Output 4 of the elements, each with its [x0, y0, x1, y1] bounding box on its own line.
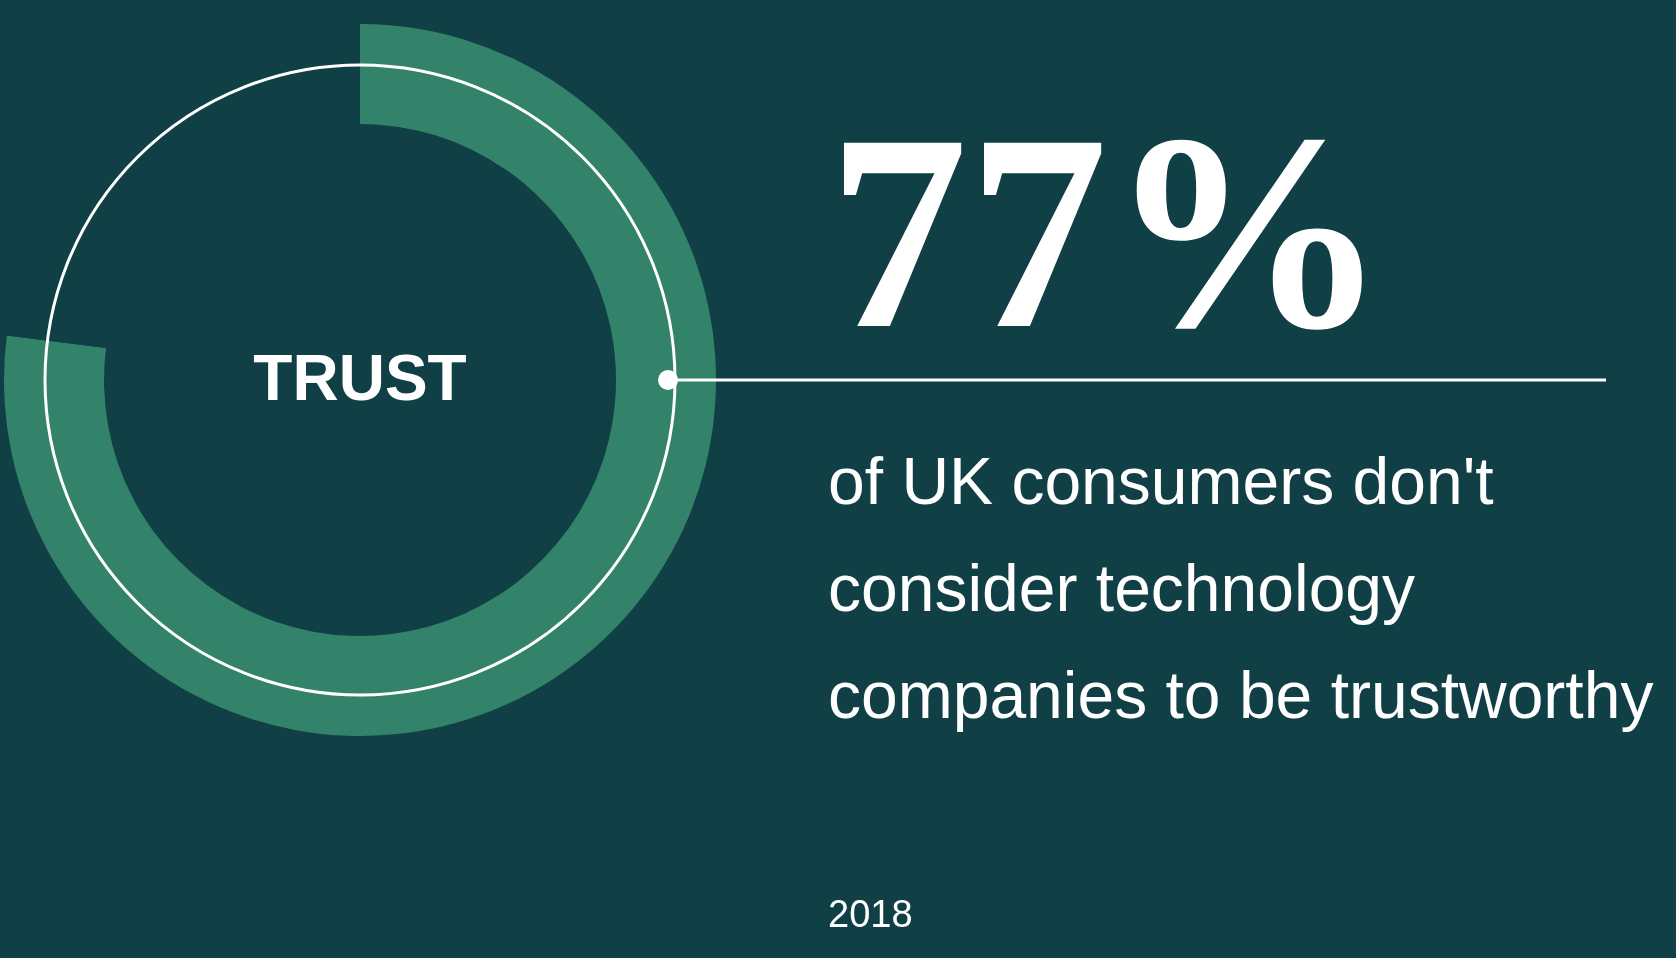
- data-label: 77%: [828, 76, 1388, 387]
- text: TRUST: [252, 341, 468, 416]
- text: of UK consumers don't consider technology companies to be trustworthy: [828, 443, 1655, 734]
- text: 2018: [828, 892, 913, 936]
